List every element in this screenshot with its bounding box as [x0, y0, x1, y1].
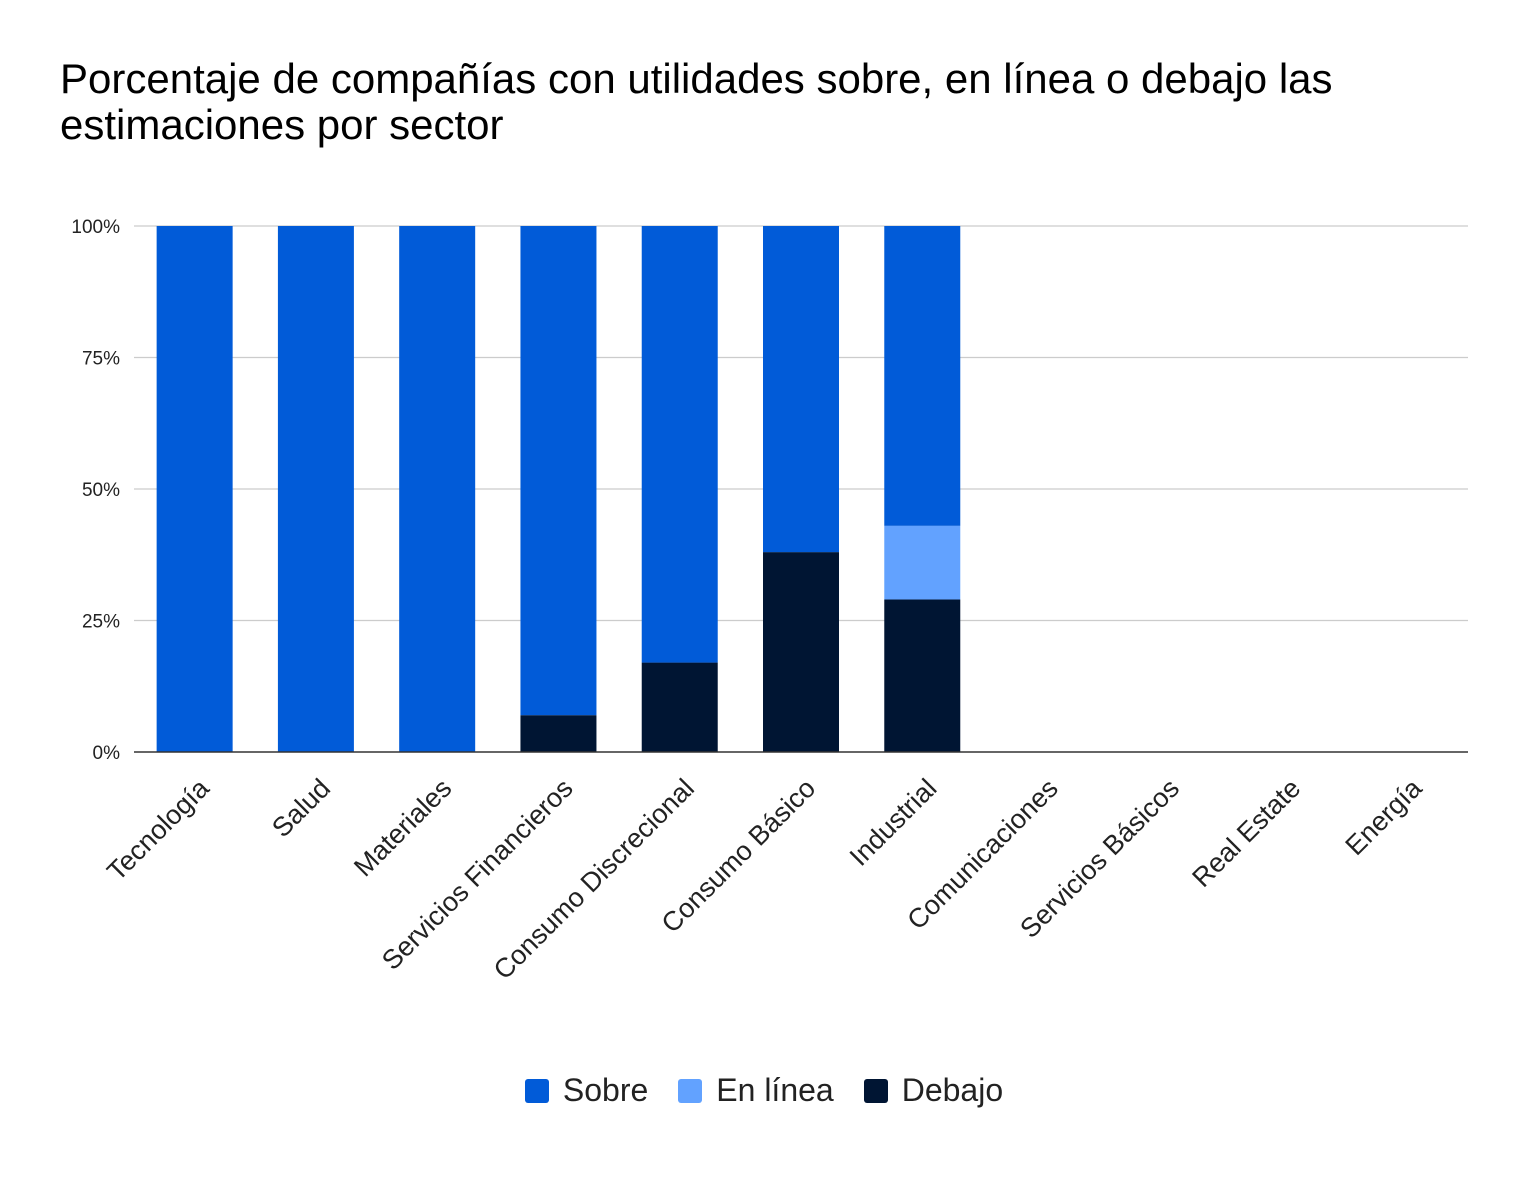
y-tick-label: 100%	[71, 217, 120, 238]
legend-item: Sobre	[524, 1072, 649, 1109]
x-tick-label: Real Estate	[1186, 773, 1306, 893]
y-tick-label: 0%	[93, 743, 121, 764]
y-tick-label: 75%	[82, 349, 120, 370]
bar-segment	[884, 226, 961, 526]
bar-segment	[156, 226, 233, 752]
chart-title: Porcentaje de compañías con utilidades s…	[60, 55, 1333, 148]
legend-swatch	[524, 1078, 549, 1103]
legend-item: Debajo	[863, 1072, 1004, 1109]
x-tick-label: Salud	[266, 773, 336, 843]
bar-segment	[520, 226, 597, 716]
y-tick-label: 25%	[82, 612, 120, 633]
bar-segment	[884, 525, 961, 600]
chart-legend: Sobre En línea Debajo	[0, 1072, 1528, 1109]
legend-swatch	[863, 1078, 888, 1103]
legend-label: Debajo	[901, 1072, 1004, 1108]
x-tick-label: Energía	[1340, 772, 1429, 861]
bar-segment	[884, 599, 961, 752]
y-tick-label: 50%	[82, 480, 120, 501]
bar-segment	[763, 552, 839, 752]
bar-segment	[399, 226, 476, 752]
x-tick-label: Tecnología	[101, 772, 215, 886]
legend-item: En línea	[678, 1072, 834, 1109]
x-tick-label: Industrial	[844, 773, 943, 872]
legend-label: En línea	[716, 1072, 834, 1108]
legend-swatch	[678, 1078, 703, 1103]
bar-segment	[763, 226, 839, 553]
bar-segment	[641, 662, 718, 752]
bar-segment	[520, 715, 597, 752]
x-tick-label: Consumo Discrecional	[488, 773, 700, 985]
bar-segment	[641, 226, 718, 663]
legend-label: Sobre	[562, 1072, 649, 1108]
bar-segment	[277, 226, 354, 752]
x-tick-label: Materiales	[348, 773, 457, 882]
